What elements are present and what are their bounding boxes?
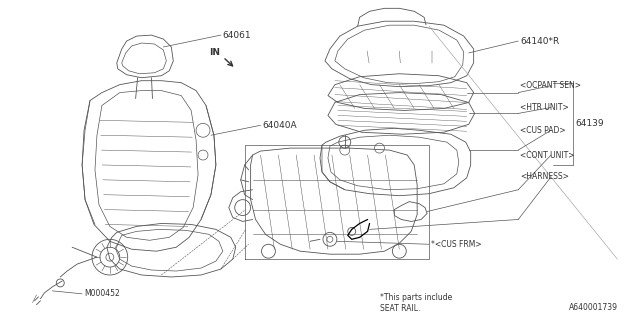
- Text: IN: IN: [209, 48, 220, 57]
- Text: A640001739: A640001739: [569, 303, 618, 312]
- Text: 64139: 64139: [576, 119, 604, 128]
- Text: 64140*R: 64140*R: [520, 36, 559, 45]
- Text: <CONT UNIT>: <CONT UNIT>: [520, 150, 575, 160]
- Text: <HTR UNIT>: <HTR UNIT>: [520, 103, 569, 112]
- Text: <CUS PAD>: <CUS PAD>: [520, 126, 566, 135]
- Text: M000452: M000452: [84, 289, 120, 298]
- Text: *This parts include
SEAT RAIL.: *This parts include SEAT RAIL.: [380, 293, 452, 313]
- Text: 64061: 64061: [223, 31, 252, 40]
- Text: <OCPANT SEN>: <OCPANT SEN>: [520, 81, 581, 90]
- Text: <HARNESS>: <HARNESS>: [520, 172, 569, 181]
- Text: 64040A: 64040A: [262, 121, 297, 130]
- Text: *<CUS FRM>: *<CUS FRM>: [431, 240, 482, 249]
